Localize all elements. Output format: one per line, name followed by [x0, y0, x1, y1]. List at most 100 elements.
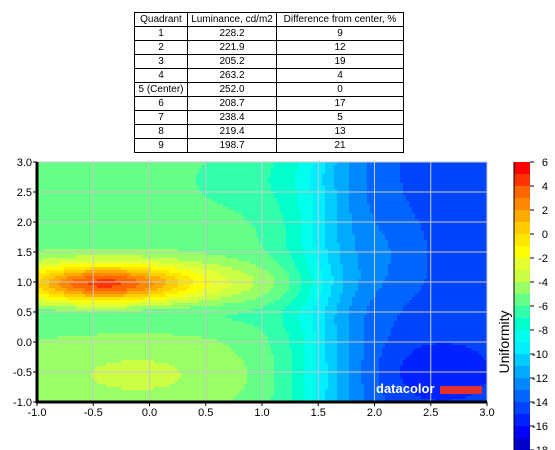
column-header-quadrant: Quadrant: [134, 12, 188, 27]
cell-quadrant: 1: [134, 26, 188, 41]
colorbar-swatch: [514, 318, 530, 331]
colorbar-tick-label: -2: [538, 253, 548, 265]
colorbar-tick-label: -14: [532, 397, 548, 409]
y-tick-label: 1.5: [17, 247, 32, 259]
cell-luminance: 252.0: [187, 82, 277, 97]
y-tick-label: 0.0: [17, 337, 32, 349]
colorbar-tick-label: 6: [542, 157, 548, 169]
y-tick-label: 2.5: [17, 187, 32, 199]
cell-luminance: 228.2: [187, 26, 277, 41]
datacolor-watermark: datacolor: [376, 381, 435, 396]
colorbar-swatch: [514, 306, 530, 319]
colorbar-swatch: [514, 186, 530, 199]
cell-difference: 0: [276, 82, 404, 97]
luminance-table: Quadrant Luminance, cd/m2 Difference fro…: [134, 12, 404, 153]
x-tick-label: -1.0: [28, 407, 47, 419]
x-tick-label: 0.0: [142, 407, 157, 419]
cell-luminance: 263.2: [187, 68, 277, 83]
colorbar-tick-label: 2: [542, 205, 548, 217]
cell-difference: 9: [276, 26, 404, 41]
colorbar-swatch: [514, 270, 530, 283]
table-row: 3 205.2 19: [134, 54, 404, 69]
colorbar-swatch: [514, 354, 530, 367]
table-row: 4 263.2 4: [134, 68, 404, 83]
colorbar-swatch: [514, 378, 530, 391]
cell-quadrant: 4: [134, 68, 188, 83]
colorbar-swatch: [514, 234, 530, 247]
colorbar-tick-label: -10: [532, 349, 548, 361]
colorbar: [513, 162, 530, 450]
x-tick-label: 2.0: [367, 407, 382, 419]
cell-quadrant: 2: [134, 40, 188, 55]
x-tick-label: 3.0: [479, 407, 494, 419]
cell-quadrant: 9: [134, 138, 188, 153]
colorbar-tick-label: -12: [532, 373, 548, 385]
y-tick-label: 2.0: [17, 217, 32, 229]
x-tick-label: 1.5: [311, 407, 326, 419]
column-header-difference: Difference from center, %: [276, 12, 404, 27]
cell-luminance: 198.7: [187, 138, 277, 153]
cell-luminance: 221.9: [187, 40, 277, 55]
table-row: 7 238.4 5: [134, 110, 404, 125]
column-header-luminance: Luminance, cd/m2: [187, 12, 277, 27]
cell-difference: 12: [276, 40, 404, 55]
colorbar-swatch: [514, 366, 530, 379]
x-tick-label: 2.5: [423, 407, 438, 419]
cell-luminance: 238.4: [187, 110, 277, 125]
cell-difference: 17: [276, 96, 404, 111]
cell-quadrant: 6: [134, 96, 188, 111]
colorbar-swatch: [514, 426, 530, 439]
table-row: 9 198.7 21: [134, 138, 404, 153]
cell-difference: 19: [276, 54, 404, 69]
table-row: 2 221.9 12: [134, 40, 404, 55]
cell-difference: 13: [276, 124, 404, 139]
colorbar-swatch: [514, 294, 530, 307]
cell-quadrant: 8: [134, 124, 188, 139]
y-tick-label: 1.0: [17, 277, 32, 289]
colorbar-swatch: [514, 282, 530, 295]
table-row: 5 (Center) 252.0 0: [134, 82, 404, 97]
colorbar-tick-label: 4: [542, 181, 548, 193]
colorbar-swatch: [514, 210, 530, 223]
cell-difference: 5: [276, 110, 404, 125]
colorbar-swatch: [514, 438, 530, 450]
table-row: 6 208.7 17: [134, 96, 404, 111]
colorbar-tick-label: -16: [532, 421, 548, 433]
grid-lines: [36, 161, 488, 403]
colorbar-swatch: [514, 198, 530, 211]
colorbar-swatch: [514, 390, 530, 403]
cell-luminance: 208.7: [187, 96, 277, 111]
x-tick-label: 0.5: [198, 407, 213, 419]
colorbar-swatch: [514, 414, 530, 427]
cell-quadrant: 3: [134, 54, 188, 69]
colorbar-tick-label: 0: [542, 229, 548, 241]
x-tick-label: -0.5: [84, 407, 103, 419]
colorbar-swatch: [514, 402, 530, 415]
y-tick-label: -0.5: [13, 367, 32, 379]
colorbar-swatch: [514, 246, 530, 259]
cell-luminance: 219.4: [187, 124, 277, 139]
cell-quadrant: 7: [134, 110, 188, 125]
y-tick-label: 3.0: [17, 157, 32, 169]
colorbar-swatch: [514, 330, 530, 343]
cell-difference: 4: [276, 68, 404, 83]
table-row: 1 228.2 9: [134, 26, 404, 41]
colorbar-swatch: [514, 342, 530, 355]
cell-difference: 21: [276, 138, 404, 153]
table-row: 8 219.4 13: [134, 124, 404, 139]
colorbar-tick-label: -8: [538, 325, 548, 337]
x-tick-label: 1.0: [254, 407, 269, 419]
colorbar-tick-label: -6: [538, 301, 548, 313]
y-tick-label: 0.5: [17, 307, 32, 319]
watermark-bar: [440, 386, 482, 394]
y-tick-label: -1.0: [13, 397, 32, 409]
cell-luminance: 205.2: [187, 54, 277, 69]
colorbar-tick-label: -4: [538, 277, 548, 289]
colorbar-swatch: [514, 162, 530, 175]
y-axis-ticks: 3.0 2.5 2.0 1.5 1.0 0.5 0.0 -0.5 -1.0: [13, 157, 37, 409]
colorbar-swatch: [514, 258, 530, 271]
cell-quadrant: 5 (Center): [134, 82, 188, 97]
colorbar-label: Uniformity: [496, 310, 512, 373]
x-axis-ticks: -1.0 -0.5 0.0 0.5 1.0 1.5 2.0 2.5 3.0: [28, 402, 495, 419]
